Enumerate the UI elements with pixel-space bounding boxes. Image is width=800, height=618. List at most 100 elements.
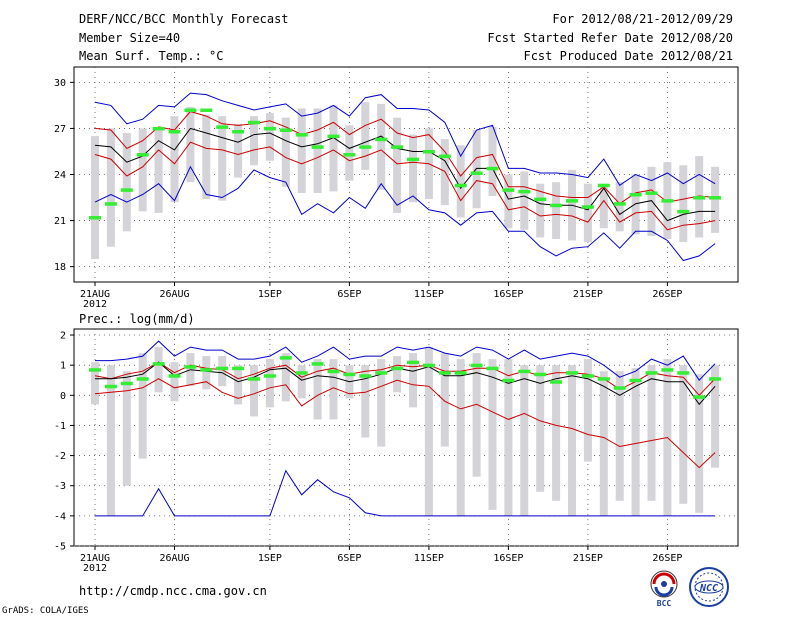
range-bar [488,359,497,510]
obs-marker [232,130,245,134]
obs-marker [629,378,642,383]
range-bar [552,365,561,501]
obs-marker [232,366,245,371]
range-bar [297,365,306,399]
range-bar [488,126,497,196]
range-bar [234,123,243,178]
obs-marker [407,157,419,162]
y-tick-label: -1 [54,421,66,432]
range-bar [202,356,211,390]
y-tick-label: 30 [54,78,66,89]
range-bar [138,353,147,459]
obs-marker [263,126,276,131]
obs-marker [629,192,642,197]
obs-marker [248,377,260,381]
obs-marker [184,365,197,369]
range-bar [599,183,608,229]
obs-marker [104,202,117,206]
obs-marker [709,377,722,381]
range-bar [456,359,465,516]
obs-marker [661,368,674,372]
range-bar [504,359,513,516]
upper-line [94,361,716,397]
range-bar [393,356,402,393]
obs-marker [391,366,404,371]
range-bar [265,359,274,408]
x-year-label: 2012 [83,563,107,574]
obs-marker [597,377,610,381]
obs-marker [295,133,308,137]
y-tick-label: -4 [54,511,66,522]
range-bar [91,136,99,259]
obs-marker [375,371,388,375]
obs-marker [438,154,451,159]
range-bar [281,353,290,402]
y-tick-label: 24 [54,170,66,181]
variable-label: Mean Surf. Temp.: °C [79,49,224,63]
obs-marker [709,196,722,200]
obs-marker [502,188,515,192]
range-bar [599,371,608,516]
range-bar [409,134,417,203]
obs-marker [518,189,531,194]
obs-marker [486,166,499,171]
range-bar [377,103,386,190]
range-bar [361,102,370,170]
obs-marker [581,205,594,209]
range-bar [313,108,322,193]
x-tick-label: 6SEP [337,553,361,564]
bcc-logo-text: BCC [657,599,672,608]
range-bar [568,365,576,516]
obs-marker [391,145,404,149]
y-tick-label: 27 [54,124,66,135]
obs-marker [279,128,292,132]
x-tick-label: 21SEP [573,553,603,564]
min-line [94,165,716,262]
produced-date: Fcst Produced Date 2012/08/21 [523,49,733,63]
obs-marker [359,374,372,378]
range-bar [122,133,131,232]
obs-marker [645,371,658,375]
max-line [95,340,716,381]
range-bar [234,365,243,405]
min-line [95,469,716,517]
range-bar [695,374,704,513]
obs-marker [168,130,181,134]
obs-marker [89,216,101,220]
y-tick-label: 0 [60,391,66,402]
obs-marker [152,362,165,366]
range-bar [106,128,115,247]
range-bar [583,359,592,462]
y-tick-label: 21 [54,216,66,227]
obs-marker [136,153,149,157]
x-tick-label: 16SEP [493,289,523,300]
range-bar [409,353,417,408]
range-bar [218,356,227,387]
ncc-logo: NCC [689,567,729,607]
obs-marker [263,374,276,378]
obs-marker [581,374,594,378]
range-bar [424,347,433,516]
x-tick-label: 26SEP [652,553,682,564]
mean-line [95,361,716,406]
source-url[interactable]: http://cmdp.ncc.cma.gov.cn [79,584,267,598]
obs-marker [518,369,531,374]
obs-marker [375,137,388,142]
obs-marker [534,372,547,377]
obs-marker [89,368,101,372]
obs-marker [200,368,213,372]
upper-line [94,110,716,205]
range-bar [250,365,258,417]
obs-marker [613,202,626,206]
range-bar [122,371,131,486]
range-bar [631,368,640,516]
obs-marker [693,196,706,200]
range-bar [106,365,115,516]
range-bar [520,365,529,516]
obs-marker [343,153,356,157]
obs-marker [327,369,340,374]
precip-label: Prec.: log(mm/d) [79,312,195,326]
obs-marker [470,171,483,175]
range-bar [393,117,402,213]
y-tick-label: -3 [54,481,66,492]
